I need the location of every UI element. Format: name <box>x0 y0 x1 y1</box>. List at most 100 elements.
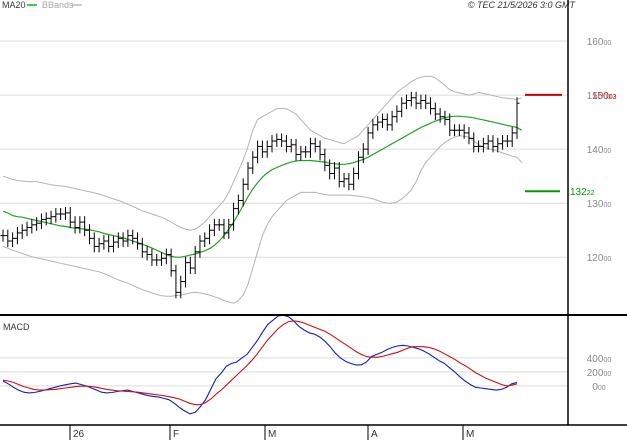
price-bar <box>461 124 467 139</box>
bollinger-bands <box>2 75 523 304</box>
date-axis: 26 F M A M <box>69 425 474 440</box>
price-bar <box>34 217 40 231</box>
price-bar <box>187 256 193 274</box>
price-bar <box>173 264 179 299</box>
price-bar <box>101 235 107 250</box>
price-bar <box>346 172 352 191</box>
price-bar <box>178 275 184 299</box>
price-bar <box>211 218 217 237</box>
price-bar <box>231 202 237 231</box>
price-bar <box>413 91 419 110</box>
price-bar <box>135 232 141 250</box>
price-bar <box>476 140 482 153</box>
price-bar <box>312 137 318 153</box>
resistance-label: 15003 <box>592 91 617 102</box>
price-bar <box>264 140 270 158</box>
price-bar <box>404 94 410 110</box>
date-label: 26 <box>73 429 85 440</box>
macd-tick-label: 000 <box>592 382 605 393</box>
price-bar <box>14 226 20 245</box>
price-bar <box>77 216 83 234</box>
price-bar <box>235 194 241 215</box>
price-bar <box>452 124 458 137</box>
price-bar <box>192 245 198 274</box>
price-bar <box>86 224 92 245</box>
price-bar <box>471 132 477 153</box>
price-bar <box>0 229 6 242</box>
price-bar <box>394 105 400 123</box>
price-bar <box>216 218 222 231</box>
price-bar <box>48 210 54 225</box>
grid-lines <box>0 40 568 387</box>
date-label: A <box>371 429 378 440</box>
legend: MA20 BBands <box>2 0 82 10</box>
price-bar <box>67 206 73 229</box>
price-bar <box>365 126 371 156</box>
price-tick-label: 15000 <box>587 91 612 102</box>
price-bar <box>500 135 506 150</box>
price-bar <box>226 218 232 239</box>
price-bar <box>154 254 160 266</box>
price-bar <box>331 162 337 180</box>
price-bar <box>110 236 116 253</box>
price-bar <box>43 212 49 226</box>
price-bar <box>327 159 333 180</box>
bb-upper-line <box>2 75 522 231</box>
data-stamp: © TEC 21/5/2026 3:0 GMT <box>468 0 577 10</box>
price-bar <box>19 224 25 239</box>
price-bar <box>360 143 366 164</box>
price-bars <box>0 91 520 299</box>
price-bar <box>490 135 496 153</box>
price-bar <box>322 148 328 172</box>
price-tick-label: 13000 <box>587 199 612 210</box>
price-bar <box>432 102 438 120</box>
price-bar <box>274 133 280 147</box>
price-bar <box>288 138 294 153</box>
price-bar <box>82 216 88 237</box>
price-bar <box>10 232 16 247</box>
price-bar <box>120 232 126 247</box>
price-bar <box>197 235 203 258</box>
date-label: M <box>268 429 276 440</box>
price-bar <box>168 248 174 277</box>
chart-frame <box>0 0 627 426</box>
price-bar <box>389 110 395 131</box>
price-bar <box>159 252 165 266</box>
price-bar <box>351 167 357 191</box>
price-bar <box>298 145 304 161</box>
date-label: M <box>466 429 474 440</box>
axis-ticks: 12000 13000 14000 15000 16000 000 20000 40000 <box>587 37 612 393</box>
signal-line <box>2 320 518 406</box>
price-bar <box>399 97 405 118</box>
price-bar <box>293 138 299 161</box>
price-bar <box>221 218 227 239</box>
price-bar <box>514 97 520 139</box>
price-bar <box>91 232 97 253</box>
price-bar <box>149 248 155 266</box>
price-bar <box>269 135 275 153</box>
price-bar <box>303 145 309 158</box>
price-bar <box>125 229 131 247</box>
price-bar <box>62 206 68 220</box>
price-bar <box>283 135 289 153</box>
price-bar <box>163 248 169 265</box>
price-bar <box>144 245 150 261</box>
price-bar <box>504 135 510 147</box>
price-bar <box>130 229 136 245</box>
price-bar <box>423 94 429 110</box>
price-tick-label: 14000 <box>587 145 612 156</box>
macd-tick-label: 20000 <box>587 368 612 379</box>
price-bar <box>370 118 376 139</box>
price-tick-label: 12000 <box>587 253 612 264</box>
price-bar <box>509 126 515 147</box>
price-bar <box>375 116 381 131</box>
price-bar <box>437 108 443 123</box>
price-bar <box>5 229 11 247</box>
price-bar <box>106 235 112 253</box>
price-bar <box>418 94 424 110</box>
price-bar <box>240 178 246 207</box>
price-bar <box>384 113 390 131</box>
price-bar <box>336 162 342 188</box>
price-bar <box>29 218 35 234</box>
price-bar <box>456 124 462 137</box>
